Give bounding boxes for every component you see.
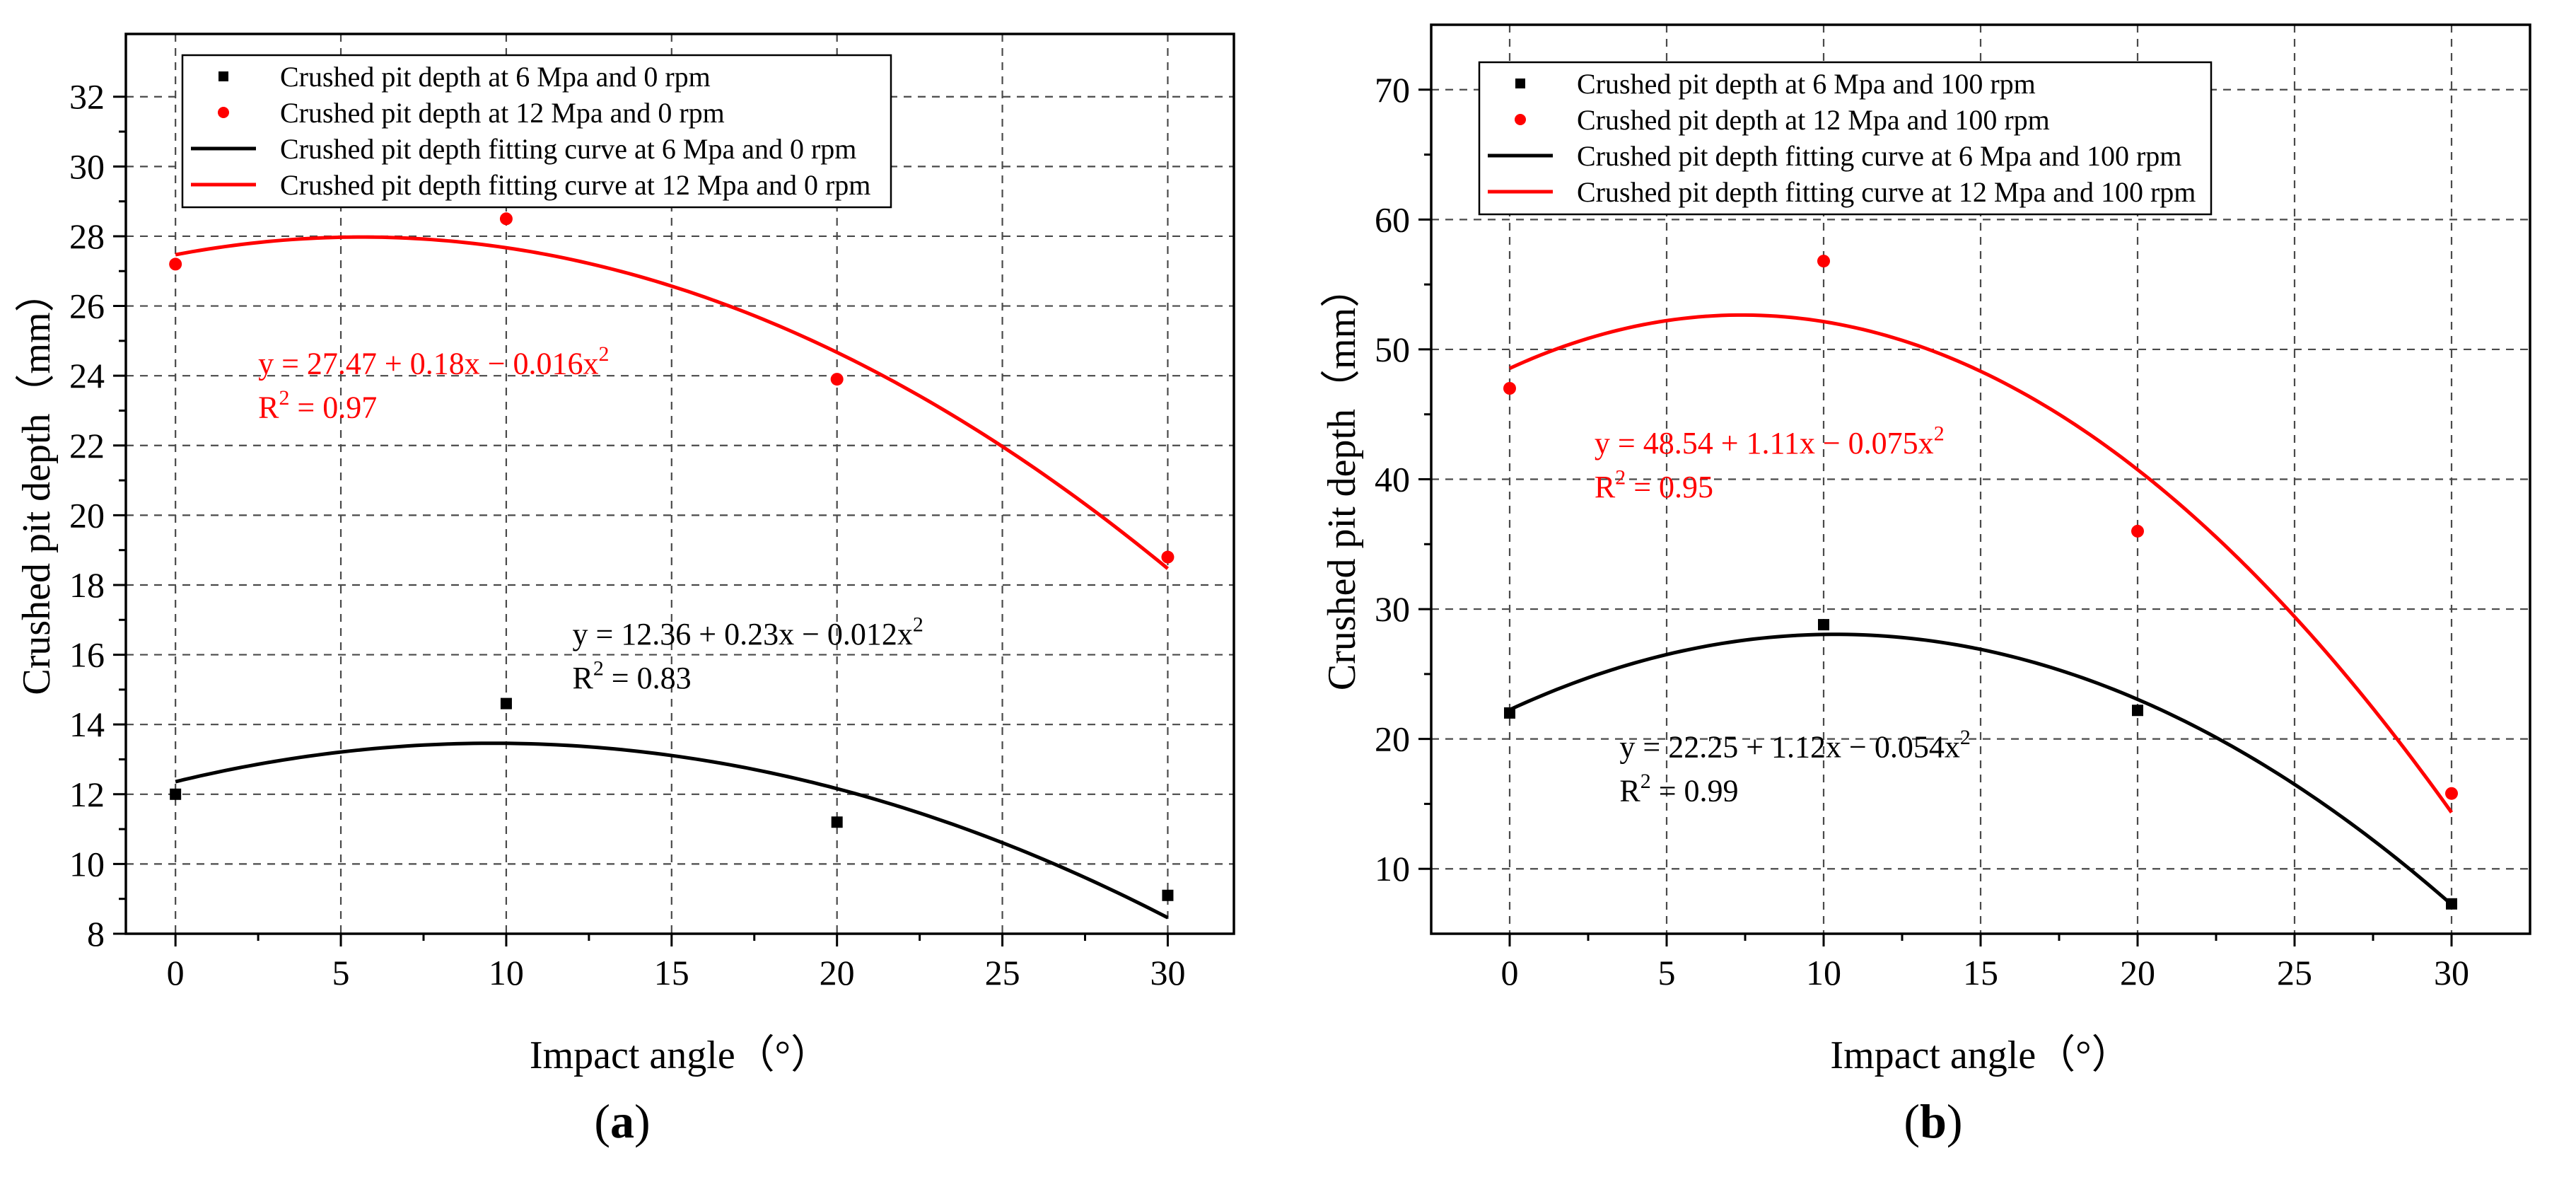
chart-panel-a: 0 5 10 15 20 25 30 8 10 12 14 16 18 20 22 24 26 28 30 32 Imp… bbox=[15, 33, 1235, 1148]
data-point-circle bbox=[1817, 255, 1830, 268]
x-axis-title: Impact angle（°） bbox=[1830, 1033, 2131, 1077]
data-point-square bbox=[831, 816, 843, 828]
y-tick-label: 16 bbox=[69, 635, 105, 675]
y-tick-label: 18 bbox=[69, 565, 105, 605]
y-axis-title: Crushed pit depth（mm） bbox=[1320, 268, 1364, 690]
y-tick-label: 14 bbox=[69, 705, 105, 744]
x-tick-label: 10 bbox=[1806, 953, 1841, 992]
x-tick-label: 20 bbox=[2120, 953, 2155, 992]
legend-marker-circle bbox=[1515, 114, 1526, 125]
x-tick-label: 0 bbox=[167, 953, 185, 992]
fit-r-squared-black: R2 = 0.99 bbox=[1619, 770, 1738, 808]
y-tick-label: 10 bbox=[1375, 849, 1410, 888]
y-axis-title: Crushed pit depth（mm） bbox=[15, 272, 59, 695]
legend: Crushed pit depth at 6 Mpa and 100 rpm Cr… bbox=[1478, 61, 2213, 216]
y-tick-label: 26 bbox=[69, 286, 105, 326]
fit-equation-black: y = 12.36 + 0.23x − 0.012x2 bbox=[572, 613, 923, 651]
y-tick-label: 70 bbox=[1375, 70, 1410, 110]
fit-equation-black: y = 22.25 + 1.12x − 0.054x2 bbox=[1619, 726, 1970, 764]
fit-curve-line bbox=[1508, 313, 2454, 813]
fit-r-squared-red: R2 = 0.97 bbox=[258, 386, 377, 424]
data-point-square bbox=[1504, 707, 1515, 719]
legend-box bbox=[1478, 61, 2213, 216]
chart-a-svg: 0 5 10 15 20 25 30 8 10 12 14 16 18 20 22 24 26 28 30 32 Imp… bbox=[15, 33, 1235, 1148]
x-tick-label: 30 bbox=[2434, 953, 2469, 992]
data-point-square bbox=[170, 788, 182, 800]
data-point-square bbox=[2446, 898, 2457, 910]
panel-label: (a) bbox=[594, 1094, 650, 1148]
fit-curve-line bbox=[175, 741, 1169, 920]
grid-lines bbox=[1431, 25, 2530, 934]
y-tick-label: 10 bbox=[69, 844, 105, 884]
legend-label: Crushed pit depth fitting curve at 12 Mp… bbox=[280, 169, 870, 201]
fit-curves bbox=[1508, 313, 2454, 906]
legend-marker-circle bbox=[218, 107, 229, 118]
x-tick-label: 15 bbox=[1963, 953, 1998, 992]
fit-r-squared-red: R2 = 0.95 bbox=[1595, 465, 1713, 504]
fit-curve-line bbox=[1508, 632, 2453, 906]
x-tick-label: 25 bbox=[2277, 953, 2312, 992]
y-tick-label: 30 bbox=[1375, 589, 1410, 629]
data-point-square bbox=[1818, 619, 1829, 631]
legend-label: Crushed pit depth at 12 Mpa and 100 rpm bbox=[1577, 104, 2050, 136]
data-point-circle bbox=[2445, 787, 2458, 800]
data-points bbox=[169, 212, 1175, 901]
legend-label: Crushed pit depth at 6 Mpa and 0 rpm bbox=[280, 61, 711, 93]
y-tick-label: 32 bbox=[69, 77, 105, 117]
fit-curve-line bbox=[175, 235, 1170, 570]
data-point-circle bbox=[499, 212, 513, 226]
panel-label: (b) bbox=[1904, 1094, 1962, 1148]
chart-b-svg: 0 5 10 15 20 25 30 10 20 30 40 50 60 70 Impact angle（°… bbox=[1320, 23, 2531, 1148]
legend-box bbox=[181, 54, 892, 209]
legend-label: Crushed pit depth at 6 Mpa and 100 rpm bbox=[1577, 68, 2036, 100]
x-tick-label: 30 bbox=[1150, 953, 1185, 992]
fit-r-squared-black: R2 = 0.83 bbox=[572, 656, 691, 695]
x-axis-title: Impact angle（°） bbox=[530, 1033, 830, 1077]
legend-label: Crushed pit depth fitting curve at 12 Mp… bbox=[1577, 176, 2196, 208]
data-point-square bbox=[2132, 705, 2143, 717]
legend-label: Crushed pit depth fitting curve at 6 Mpa… bbox=[1577, 140, 2181, 172]
y-tick-label: 60 bbox=[1375, 199, 1410, 239]
fit-curves bbox=[175, 235, 1170, 920]
y-tick-label: 22 bbox=[69, 426, 105, 465]
data-points bbox=[1503, 255, 2458, 910]
x-tick-label: 0 bbox=[1501, 953, 1519, 992]
fit-equation-red: y = 27.47 + 0.18x − 0.016x2 bbox=[258, 342, 609, 381]
data-point-circle bbox=[830, 373, 844, 386]
y-tick-label: 40 bbox=[1375, 460, 1410, 499]
data-point-circle bbox=[1503, 382, 1516, 395]
y-tick-label: 20 bbox=[1375, 719, 1410, 759]
data-point-square bbox=[1162, 889, 1174, 901]
legend-label: Crushed pit depth at 12 Mpa and 0 rpm bbox=[280, 97, 725, 129]
y-tick-label: 50 bbox=[1375, 330, 1410, 369]
chart-panel-b: 0 5 10 15 20 25 30 10 20 30 40 50 60 70 Impact angle（°… bbox=[1288, 0, 2575, 1199]
legend-marker-square bbox=[1515, 79, 1525, 88]
legend-marker-square bbox=[218, 71, 228, 81]
plot-frame bbox=[124, 33, 1235, 935]
x-tick-label: 25 bbox=[985, 953, 1020, 992]
x-tick-label: 10 bbox=[489, 953, 524, 992]
y-tick-label: 28 bbox=[69, 216, 105, 256]
x-tick-label: 5 bbox=[332, 953, 350, 992]
x-tick-label: 15 bbox=[654, 953, 689, 992]
fit-equation-red: y = 48.54 + 1.11x − 0.075x2 bbox=[1595, 422, 1945, 460]
data-point-circle bbox=[169, 257, 182, 271]
x-tick-label: 20 bbox=[820, 953, 855, 992]
legend: Crushed pit depth at 6 Mpa and 0 rpm Crus… bbox=[181, 54, 892, 209]
y-tick-label: 30 bbox=[69, 146, 105, 186]
data-point-circle bbox=[2131, 524, 2144, 538]
x-tick-label: 5 bbox=[1658, 953, 1676, 992]
data-point-circle bbox=[1161, 550, 1175, 564]
y-tick-label: 12 bbox=[69, 775, 105, 814]
y-tick-label: 20 bbox=[69, 495, 105, 535]
y-tick-label: 8 bbox=[87, 914, 105, 954]
data-point-square bbox=[500, 697, 512, 709]
legend-label: Crushed pit depth fitting curve at 6 Mpa… bbox=[280, 133, 856, 165]
y-tick-label: 24 bbox=[69, 356, 105, 395]
